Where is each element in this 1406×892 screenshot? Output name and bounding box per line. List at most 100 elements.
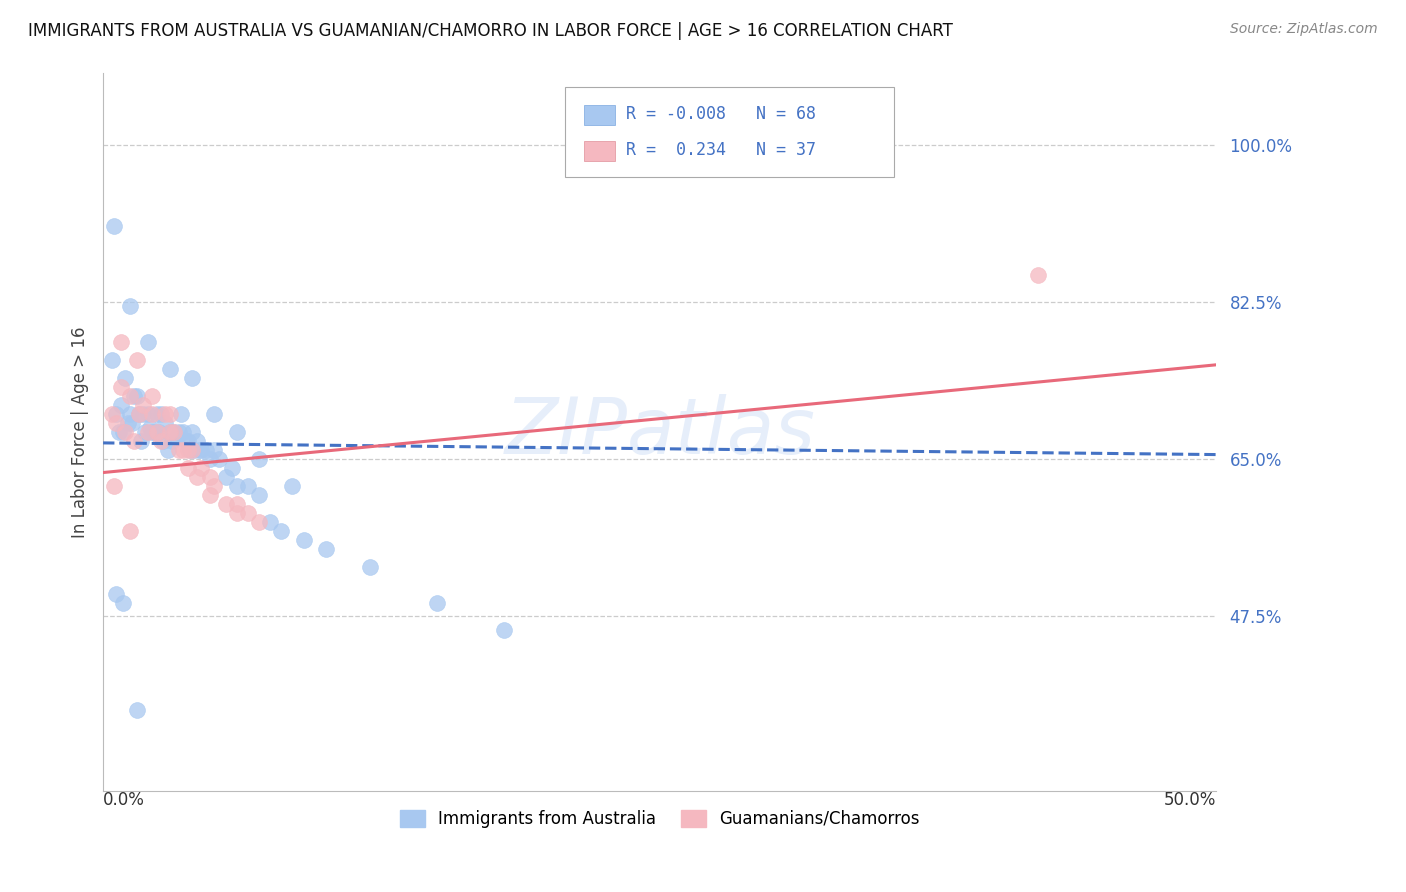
Point xyxy=(107,425,129,439)
Point xyxy=(124,389,146,403)
Point xyxy=(177,443,200,458)
Point xyxy=(105,587,128,601)
Y-axis label: In Labor Force | Age > 16: In Labor Force | Age > 16 xyxy=(72,326,89,538)
Point xyxy=(132,407,155,421)
Point xyxy=(187,443,209,458)
Point xyxy=(181,425,204,439)
Point xyxy=(125,703,148,717)
Point xyxy=(198,470,221,484)
Point xyxy=(177,461,200,475)
Point xyxy=(204,479,226,493)
Point xyxy=(172,425,194,439)
Point xyxy=(112,596,135,610)
Point xyxy=(110,380,132,394)
Text: Source: ZipAtlas.com: Source: ZipAtlas.com xyxy=(1230,22,1378,37)
Point xyxy=(141,425,163,439)
Point xyxy=(204,407,226,421)
Point xyxy=(167,425,190,439)
Point xyxy=(159,425,181,439)
Point xyxy=(160,434,183,449)
Point xyxy=(155,416,177,430)
Point xyxy=(247,452,270,467)
Point xyxy=(156,443,179,458)
Point xyxy=(118,300,141,314)
Point xyxy=(190,461,212,475)
Point xyxy=(198,488,221,502)
Point xyxy=(128,407,150,421)
Point xyxy=(186,470,208,484)
Point xyxy=(315,541,337,556)
Point xyxy=(141,389,163,403)
Point xyxy=(148,425,170,439)
Text: 0.0%: 0.0% xyxy=(103,791,145,809)
Point xyxy=(110,398,132,412)
Point xyxy=(172,443,194,458)
Point xyxy=(174,434,197,449)
Point xyxy=(118,524,141,538)
Point xyxy=(141,407,163,421)
Bar xyxy=(583,141,616,161)
Point xyxy=(208,452,231,467)
Point xyxy=(136,407,159,421)
Point xyxy=(236,506,259,520)
Point xyxy=(204,443,226,458)
Point xyxy=(167,443,190,458)
Point xyxy=(221,461,243,475)
Point xyxy=(134,425,156,439)
Point xyxy=(150,407,173,421)
Point xyxy=(159,407,181,421)
Point xyxy=(150,434,173,449)
Point xyxy=(118,407,141,421)
Text: R =  0.234   N = 37: R = 0.234 N = 37 xyxy=(626,141,817,159)
Point xyxy=(170,407,193,421)
Point xyxy=(117,416,139,430)
FancyBboxPatch shape xyxy=(565,87,894,178)
Point xyxy=(110,335,132,350)
Point xyxy=(103,479,125,493)
Point xyxy=(183,443,205,458)
Point xyxy=(118,389,141,403)
Point xyxy=(136,425,159,439)
Bar xyxy=(583,105,616,126)
Point xyxy=(143,425,166,439)
Point xyxy=(103,219,125,233)
Point xyxy=(236,479,259,493)
Point xyxy=(105,416,128,430)
Point xyxy=(129,434,152,449)
Point xyxy=(166,429,188,443)
Point xyxy=(190,443,212,458)
Point xyxy=(292,533,315,547)
Point xyxy=(152,434,174,449)
Point xyxy=(128,407,150,421)
Text: IMMIGRANTS FROM AUSTRALIA VS GUAMANIAN/CHAMORRO IN LABOR FORCE | AGE > 16 CORREL: IMMIGRANTS FROM AUSTRALIA VS GUAMANIAN/C… xyxy=(28,22,953,40)
Point xyxy=(181,371,204,385)
Point xyxy=(112,425,135,439)
Point xyxy=(214,470,236,484)
Point xyxy=(163,425,186,439)
Text: R = -0.008   N = 68: R = -0.008 N = 68 xyxy=(626,105,817,123)
Point xyxy=(159,362,181,376)
Point xyxy=(426,596,449,610)
Point xyxy=(177,434,200,449)
Point xyxy=(259,515,281,529)
Text: ZIPatlas: ZIPatlas xyxy=(505,394,815,470)
Point xyxy=(136,335,159,350)
Point xyxy=(198,452,221,467)
Point xyxy=(225,425,247,439)
Point xyxy=(186,434,208,449)
Point xyxy=(101,407,124,421)
Point xyxy=(225,506,247,520)
Point xyxy=(145,425,167,439)
Point xyxy=(125,389,148,403)
Point xyxy=(225,497,247,511)
Point xyxy=(181,443,204,458)
Point xyxy=(247,488,270,502)
Point xyxy=(155,407,177,421)
Point xyxy=(281,479,304,493)
Point xyxy=(1026,268,1049,282)
Point xyxy=(270,524,292,538)
Point xyxy=(124,434,146,449)
Point xyxy=(139,420,162,434)
Point xyxy=(194,443,217,458)
Point xyxy=(132,398,155,412)
